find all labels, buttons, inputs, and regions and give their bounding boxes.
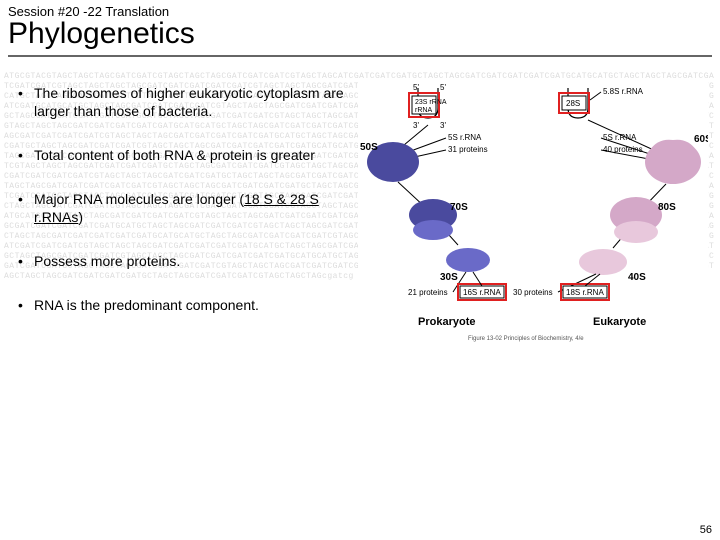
subunit-40s-icon <box>579 249 627 275</box>
bullet-item: • Total content of both RNA & protein is… <box>18 146 348 164</box>
bullet-text: RNA is the predominant component. <box>34 296 348 314</box>
label-18s: 18S r.RNA <box>566 288 604 297</box>
bullet-item: • The ribosomes of higher eukaryotic cyt… <box>18 84 348 120</box>
svg-text:3': 3' <box>440 121 446 130</box>
bullet-prefix: Major RNA molecules are longer ( <box>34 191 244 207</box>
page-title: Phylogenetics <box>8 17 712 51</box>
label-21p: 21 proteins <box>408 288 448 297</box>
eukaryote-label: Eukaryote <box>593 316 646 328</box>
bullet-dot: • <box>18 252 34 270</box>
ribosome-80s-icon <box>610 197 662 243</box>
label-30p: 30 proteins <box>513 288 553 297</box>
label-58s: 5.8S r.RNA <box>603 87 644 96</box>
bullet-item: • Possess more proteins. <box>18 252 348 270</box>
bullet-dot: • <box>18 296 34 314</box>
bullet-dot: • <box>18 84 34 120</box>
ribosome-figure: 5' 5' 3' 3' 23S rRNA rRNA 5S r.RNA 31 pr… <box>358 80 708 350</box>
figure-caption: Figure 13-02 Principles of Biochemistry,… <box>468 336 584 342</box>
bullet-text: Possess more proteins. <box>34 252 348 270</box>
bullet-dot: • <box>18 146 34 164</box>
svg-text:3': 3' <box>413 121 419 130</box>
label-16s: 16S r.RNA <box>463 288 501 297</box>
label-80s: 80S <box>658 202 676 213</box>
label-28s: 28S <box>566 99 580 108</box>
label-40s: 40S <box>628 272 646 283</box>
label-23s: 23S rRNA <box>415 99 447 106</box>
title-rule <box>8 55 712 57</box>
svg-text:rRNA: rRNA <box>415 107 432 114</box>
bullet-text: Total content of both RNA & protein is g… <box>34 146 348 164</box>
bullet-list: • The ribosomes of higher eukaryotic cyt… <box>18 84 348 340</box>
svg-text:5': 5' <box>440 83 446 92</box>
bullet-text: Major RNA molecules are longer (18 S & 2… <box>34 190 348 226</box>
bullet-item: • RNA is the predominant component. <box>18 296 348 314</box>
label-60s: 60S <box>694 134 708 145</box>
svg-text:5': 5' <box>413 83 419 92</box>
bullet-dot: • <box>18 190 34 226</box>
label-70s: 70S <box>450 202 468 213</box>
bullet-text: The ribosomes of higher eukaryotic cytop… <box>34 84 348 120</box>
bullet-suffix: ) <box>78 209 83 225</box>
label-50s: 50S <box>360 142 378 153</box>
page-number: 56 <box>700 524 712 536</box>
bullet-item: • Major RNA molecules are longer (18 S &… <box>18 190 348 226</box>
label-31p: 31 proteins <box>448 145 488 154</box>
prokaryote-label: Prokaryote <box>418 316 475 328</box>
label-30s: 30S <box>440 272 458 283</box>
label-5s: 5S r.RNA <box>448 133 482 142</box>
subunit-30s-icon <box>446 248 490 272</box>
